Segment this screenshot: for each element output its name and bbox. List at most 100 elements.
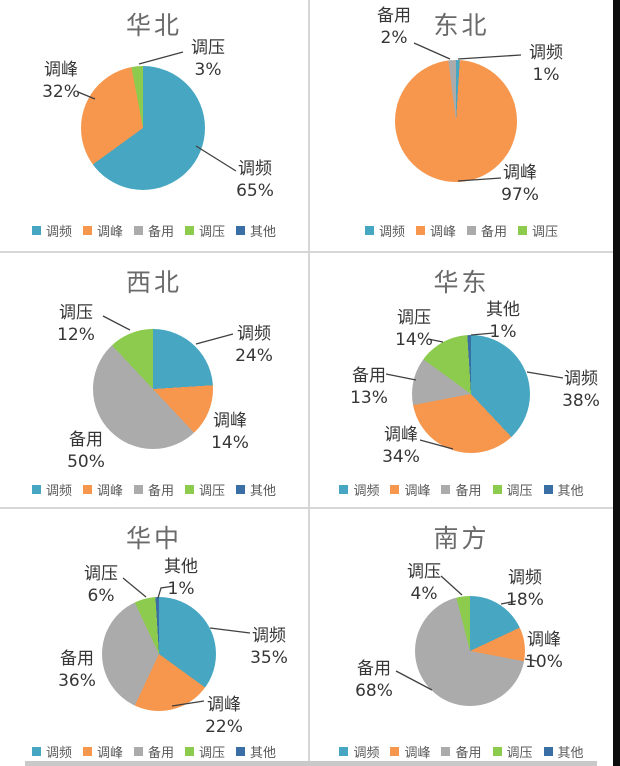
slice-label: 调频 38% bbox=[562, 368, 600, 412]
legend-item: 备用 bbox=[133, 221, 174, 240]
leader-line bbox=[457, 54, 522, 60]
legend-color-swatch bbox=[31, 485, 41, 494]
slice-label-name: 备用 bbox=[377, 6, 411, 26]
legend-item: 调频 bbox=[31, 480, 72, 499]
slice-label: 调频 1% bbox=[529, 42, 563, 86]
slice-label-value: 2% bbox=[380, 28, 408, 48]
slice-label-name: 调压 bbox=[84, 564, 118, 584]
chart-title: 西北 bbox=[125, 268, 182, 297]
slice-label: 调峰 10% bbox=[525, 629, 563, 673]
legend-label: 调压 bbox=[506, 746, 533, 761]
bottom-gray-strip bbox=[25, 761, 597, 766]
legend-label: 调压 bbox=[199, 484, 226, 499]
slice-label: 调频 18% bbox=[506, 567, 544, 611]
slice-label-value: 1% bbox=[532, 65, 560, 85]
legend-item: 调峰 bbox=[390, 742, 430, 761]
legend-label: 调频 bbox=[378, 225, 405, 240]
legend-label: 调频 bbox=[45, 484, 72, 499]
slice-label-name: 其他 bbox=[486, 300, 520, 320]
legend-label: 备用 bbox=[455, 484, 482, 499]
legend-item: 备用 bbox=[467, 221, 507, 240]
slice-label-name: 调峰 bbox=[206, 695, 241, 715]
slice-label-value: 1% bbox=[489, 322, 517, 342]
slice-label: 调频 65% bbox=[236, 158, 274, 202]
legend-item: 备用 bbox=[441, 742, 482, 761]
legend-color-swatch bbox=[133, 747, 143, 756]
legend-label: 备用 bbox=[147, 225, 174, 240]
chart-title: 南方 bbox=[433, 524, 490, 553]
legend-item: 调峰 bbox=[82, 221, 123, 240]
chart-panel-xibei: 西北 调频 24% 调峰 14% 备用 50% 调压 12% 调频 调峰 备用 调压 其他 bbox=[0, 253, 310, 509]
legend-label: 调频 bbox=[45, 225, 72, 240]
slice-label: 调压 3% bbox=[191, 37, 225, 81]
legend: 调频 调峰 备用 调压 其他 bbox=[0, 221, 308, 240]
leader-line bbox=[413, 42, 451, 60]
legend-color-swatch bbox=[364, 226, 374, 235]
slice-label: 备用 68% bbox=[355, 658, 393, 702]
pie-chart bbox=[93, 329, 213, 449]
slice-label: 调峰 14% bbox=[211, 410, 249, 454]
legend-color-swatch bbox=[390, 747, 400, 756]
legend-label: 备用 bbox=[147, 484, 174, 499]
slice-label-value: 14% bbox=[211, 433, 249, 453]
slice-label-value: 10% bbox=[525, 652, 563, 672]
legend-item: 调压 bbox=[185, 480, 225, 499]
legend-label: 调压 bbox=[199, 746, 226, 761]
chart-panel-dongbei: 东北 调频 1% 调峰 97% 备用 2% 调频 调峰 备用 调压 bbox=[310, 0, 613, 253]
slice-label-name: 调频 bbox=[236, 324, 271, 344]
legend-item: 调频 bbox=[339, 480, 379, 499]
slice-label-value: 68% bbox=[355, 681, 393, 701]
slice-label-value: 32% bbox=[42, 82, 80, 102]
legend-color-swatch bbox=[82, 226, 92, 235]
legend-label: 其他 bbox=[250, 484, 277, 499]
pie-chart bbox=[415, 596, 525, 706]
legend-item: 调频 bbox=[31, 742, 72, 761]
legend: 调频 调峰 备用 调压 其他 bbox=[310, 480, 613, 499]
legend: 调频 调峰 备用 调压 其他 bbox=[0, 742, 308, 761]
legend-item: 调峰 bbox=[82, 480, 123, 499]
slice-label-value: 18% bbox=[506, 590, 544, 610]
slice-label-name: 调频 bbox=[251, 626, 286, 646]
legend-item: 其他 bbox=[236, 742, 276, 761]
slice-label-name: 备用 bbox=[68, 430, 103, 450]
slice-label: 调压 4% bbox=[407, 561, 441, 605]
slice-label-name: 备用 bbox=[59, 649, 94, 669]
slice-label-value: 4% bbox=[410, 584, 438, 604]
slice-label-name: 其他 bbox=[164, 557, 198, 577]
legend-color-swatch bbox=[467, 226, 476, 235]
slice-label: 备用 36% bbox=[58, 648, 96, 692]
legend-label: 调频 bbox=[353, 484, 380, 499]
slice-label-name: 调峰 bbox=[383, 425, 418, 445]
legend-item: 调峰 bbox=[82, 742, 123, 761]
legend-color-swatch bbox=[339, 747, 349, 756]
legend-color-swatch bbox=[441, 747, 451, 756]
slice-label: 备用 13% bbox=[350, 365, 388, 409]
legend-label: 调压 bbox=[199, 225, 226, 240]
leader-line bbox=[102, 315, 131, 331]
chart-panel-huadong: 华东 调频 38% 调峰 34% 备用 13% 调压 14% 其他 1% 调频 调峰 备用 调压 其他 bbox=[310, 253, 613, 509]
legend-color-swatch bbox=[441, 485, 451, 494]
slice-label-name: 调峰 bbox=[526, 630, 561, 650]
legend-color-swatch bbox=[492, 485, 502, 494]
legend-color-swatch bbox=[185, 747, 194, 756]
slice-label-value: 38% bbox=[562, 391, 600, 411]
slice-label-value: 13% bbox=[350, 388, 388, 408]
chart-title: 华中 bbox=[125, 524, 182, 553]
legend-item: 其他 bbox=[543, 742, 584, 761]
legend-color-swatch bbox=[518, 226, 528, 235]
slice-label-value: 36% bbox=[58, 671, 96, 691]
legend-color-swatch bbox=[415, 226, 425, 235]
slice-label-name: 调压 bbox=[58, 303, 93, 323]
legend-item: 调频 bbox=[31, 221, 72, 240]
slice-label: 调峰 34% bbox=[382, 424, 420, 468]
slice-label-name: 调频 bbox=[529, 43, 563, 63]
legend-item: 调压 bbox=[518, 221, 558, 240]
legend-color-swatch bbox=[236, 226, 246, 235]
slice-label: 调频 24% bbox=[235, 323, 273, 367]
legend-label: 调压 bbox=[532, 225, 559, 240]
leader-line bbox=[526, 371, 564, 379]
slice-label-name: 调频 bbox=[237, 159, 272, 179]
legend-label: 调峰 bbox=[96, 484, 123, 499]
right-black-border bbox=[613, 0, 620, 766]
